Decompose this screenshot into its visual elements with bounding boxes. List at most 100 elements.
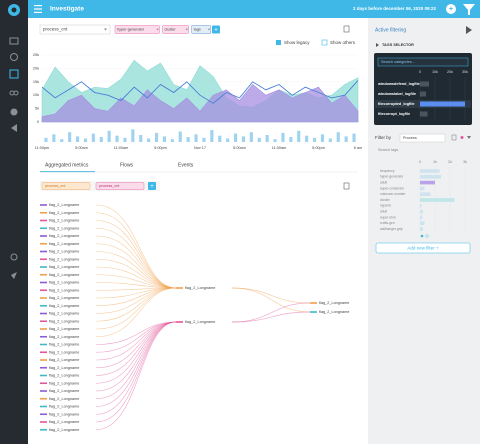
add-filter-label: Add new filter + [407,245,439,250]
metric-dropdown[interactable] [39,24,111,35]
volume-bar [186,137,190,142]
tag-bar[interactable] [420,221,425,225]
sankey-node-label: flag_2_Longname [49,281,79,285]
filter-chip[interactable] [162,25,189,34]
icon-dashboard[interactable] [9,37,19,45]
tag-bar[interactable] [420,215,423,220]
sankey-node-label: flag_2_Longname [49,335,79,339]
add-filter[interactable] [212,25,220,34]
icon-send[interactable] [11,272,17,279]
tag-bar[interactable] [420,204,422,208]
metric-chip[interactable] [41,182,91,190]
filter-dropdown[interactable] [399,133,446,143]
volume-bar [289,137,293,142]
tag-bar[interactable] [420,101,465,107]
radio[interactable] [420,234,424,238]
filter-chips: hyper-generator × cluster × tags × [114,25,212,34]
sankey-link [231,311,311,323]
sankey-node-label: flag_2_Longname [49,250,79,254]
tag-bar[interactable] [420,169,440,173]
tag-bar[interactable] [420,186,425,191]
volume-bar [123,137,127,142]
tag-bar[interactable] [420,180,435,185]
filter-color[interactable] [460,136,464,139]
volume-bar [320,134,325,142]
filter-chip[interactable] [114,25,160,34]
search-tags[interactable]: Search tags [378,148,398,152]
sankey-node-label: flag_2_Longname [49,273,79,277]
volume-bar [218,135,222,142]
tag-row-label: filecorrupted_logfile [378,102,415,106]
icon-share[interactable] [11,124,17,132]
x-tick-label: 5:00am [233,146,246,150]
tag-label: hyper-generator [380,175,404,179]
time-range[interactable]: 2 days before december 06, 2020 09:22 [353,6,437,11]
trash-icon[interactable] [343,25,350,33]
volume-bar [44,137,48,142]
tab-active[interactable]: Aggregated metrics [45,162,89,168]
menu-line [34,8,42,10]
tag-bar[interactable] [420,192,431,196]
section-title: TAGS SELECTOR [382,43,414,47]
filter-caret[interactable] [467,136,471,139]
radio[interactable] [425,234,429,238]
sankey-node-label: flag_2_Longname [49,327,79,331]
icon-settings[interactable] [10,108,18,116]
filter-chip-label: tags [194,28,201,32]
sankey-node-label: flag_2_Longname [49,389,79,393]
sankey-node-label: flag_2_Longname [49,366,79,370]
icon-alerts[interactable] [10,53,18,61]
dropdown-caret [104,28,107,31]
y-tick-label: 5k [35,107,39,111]
sankey-node-label: flag_2_Longname [49,374,79,378]
tag-bar[interactable] [420,175,441,179]
add-button[interactable] [446,4,456,14]
tab[interactable]: Events [178,162,194,168]
sankey-link [95,243,177,289]
tag-bar[interactable] [420,91,426,97]
tag-label: wallhanger-grip [380,227,403,231]
sankey-link [95,235,177,289]
sankey-node-label: flag_2_Longname [49,412,79,416]
y-tick-label: 10k [33,93,39,97]
checkbox-others[interactable] [321,39,328,46]
area [41,84,359,123]
tag-bar[interactable] [420,209,423,214]
volume-bar [131,129,135,142]
sankey-link [95,204,177,289]
sankey-node-label: flag_2_Longname [49,203,79,207]
metric-chip[interactable] [95,182,145,190]
tag-bar[interactable] [420,81,429,87]
chip-close: × [208,28,210,32]
metric-chip-label: process_cnt [45,184,66,188]
trash-icon[interactable] [343,182,350,190]
filter-icon[interactable] [463,4,475,15]
tag-bar[interactable] [420,227,423,231]
icon-investigate[interactable] [9,69,19,79]
tag-bar[interactable] [420,111,428,117]
x-tick-label: 5:00am [75,146,88,150]
sidebar [0,0,28,444]
volume-bar [352,133,356,142]
menu-line [34,11,42,13]
search-input[interactable] [377,57,469,67]
tag-bar[interactable] [420,198,455,202]
menu-line[interactable] [34,5,42,7]
tab[interactable]: Flows [120,162,134,168]
filter-chip[interactable] [191,25,212,34]
sankey-node-label: flag_2_Longname [49,234,79,238]
y-tick-label: 0 [37,120,39,124]
volume-bar [83,138,88,142]
checkbox-legacy[interactable] [276,40,281,45]
add-filter-button[interactable] [375,242,471,254]
search-placeholder: Search categories... [381,60,415,64]
page-title: Investigate [50,6,84,13]
filter-trash[interactable] [451,134,457,141]
y-tick-label: 25k [33,53,39,57]
volume-bar [210,130,214,142]
tag-label: adult [380,209,387,213]
panel-collapse[interactable] [466,26,472,34]
volume-bar [170,139,174,142]
icon-help[interactable] [10,253,18,261]
add-metric[interactable] [148,182,156,190]
